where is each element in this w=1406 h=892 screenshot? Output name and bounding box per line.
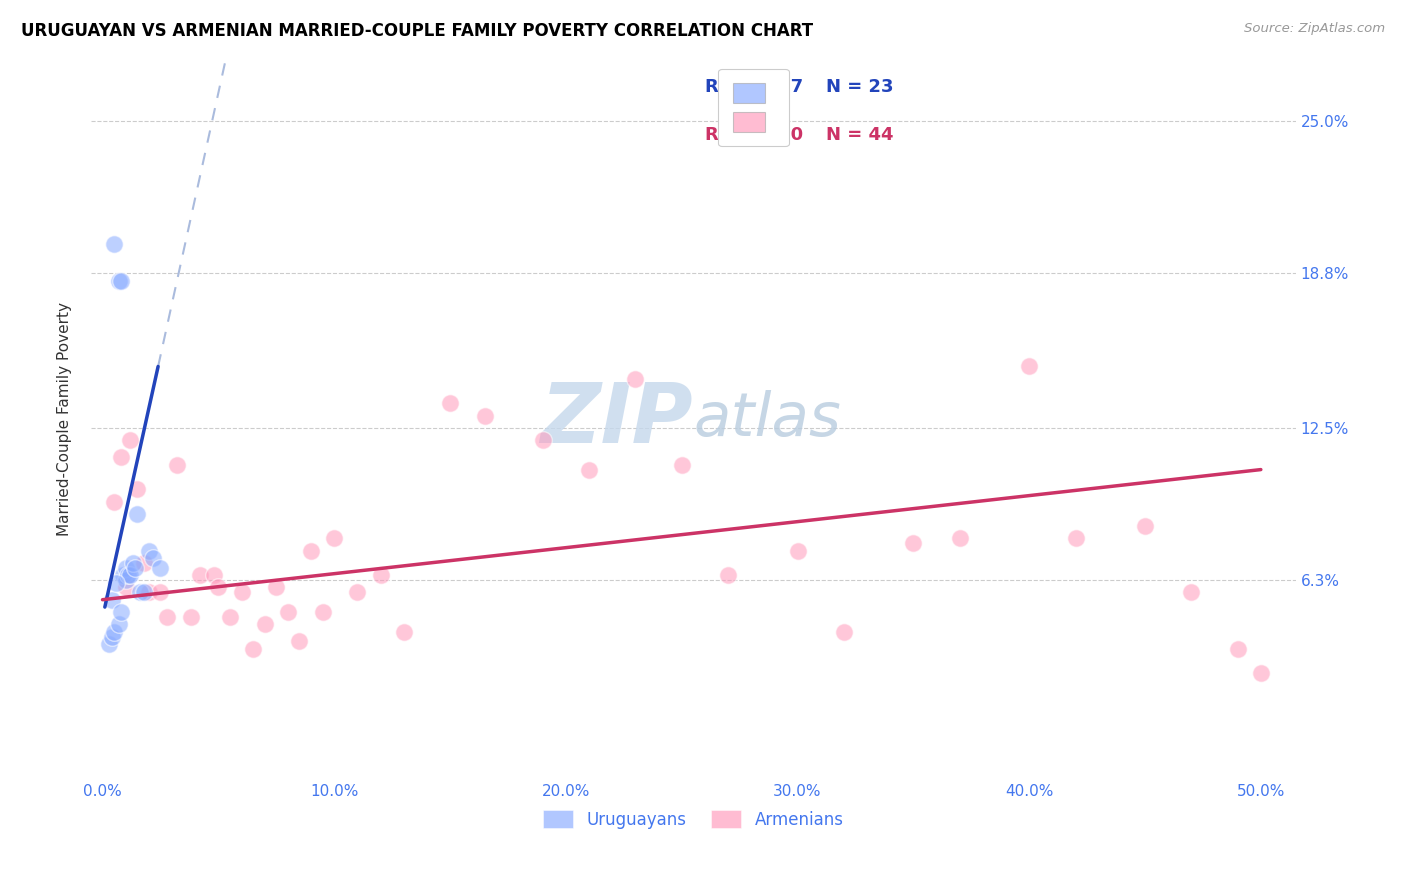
Point: [786, 543, 808, 558]
Point: [138, 543, 160, 558]
Point: [311, 605, 333, 619]
Point: [1018, 359, 1040, 374]
Point: [346, 585, 368, 599]
Point: [103, 236, 125, 251]
Point: [207, 581, 229, 595]
Text: R = 0.477: R = 0.477: [706, 78, 803, 95]
Point: [103, 624, 125, 639]
Point: [578, 462, 600, 476]
Point: [903, 536, 925, 550]
Point: [98, 637, 121, 651]
Point: [202, 568, 225, 582]
Point: [114, 561, 136, 575]
Point: [277, 605, 299, 619]
Point: [1250, 666, 1272, 681]
Text: N = 23: N = 23: [825, 78, 893, 95]
Point: [134, 556, 156, 570]
Point: [180, 610, 202, 624]
Point: [117, 568, 139, 582]
Point: [671, 458, 693, 472]
Text: Source: ZipAtlas.com: Source: ZipAtlas.com: [1244, 22, 1385, 36]
Point: [1133, 519, 1156, 533]
Point: [474, 409, 496, 423]
Point: [134, 585, 156, 599]
Point: [949, 532, 972, 546]
Point: [188, 568, 211, 582]
Point: [120, 433, 142, 447]
Point: [114, 581, 136, 595]
Text: R = 0.320: R = 0.320: [706, 126, 803, 144]
Legend: Uruguayans, Armenians: Uruguayans, Armenians: [536, 804, 851, 835]
Point: [1180, 585, 1202, 599]
Point: [103, 494, 125, 508]
Point: [107, 274, 129, 288]
Point: [242, 641, 264, 656]
Point: [219, 610, 242, 624]
Point: [231, 585, 253, 599]
Point: [717, 568, 740, 582]
Point: [832, 624, 855, 639]
Point: [1226, 641, 1249, 656]
Point: [439, 396, 461, 410]
Point: [114, 573, 136, 587]
Point: [121, 556, 143, 570]
Point: [128, 585, 150, 599]
Point: [624, 372, 647, 386]
Point: [288, 634, 311, 648]
Point: [101, 630, 124, 644]
Point: [531, 433, 554, 447]
Point: [392, 624, 415, 639]
Y-axis label: Married-Couple Family Poverty: Married-Couple Family Poverty: [58, 302, 72, 536]
Point: [142, 551, 165, 566]
Point: [112, 568, 135, 582]
Point: [127, 482, 149, 496]
Point: [149, 585, 172, 599]
Text: N = 44: N = 44: [825, 126, 893, 144]
Point: [1064, 532, 1087, 546]
Point: [156, 610, 179, 624]
Point: [370, 568, 392, 582]
Text: URUGUAYAN VS ARMENIAN MARRIED-COUPLE FAMILY POVERTY CORRELATION CHART: URUGUAYAN VS ARMENIAN MARRIED-COUPLE FAM…: [21, 22, 813, 40]
Point: [101, 592, 124, 607]
Point: [149, 561, 172, 575]
Point: [127, 507, 149, 521]
Point: [253, 617, 276, 632]
Point: [323, 532, 346, 546]
Point: [299, 543, 322, 558]
Point: [264, 581, 287, 595]
Point: [110, 605, 132, 619]
Point: [110, 450, 132, 465]
Text: ZIP: ZIP: [541, 379, 693, 459]
Point: [105, 575, 128, 590]
Point: [110, 274, 132, 288]
Point: [107, 617, 129, 632]
Point: [166, 458, 188, 472]
Point: [138, 585, 160, 599]
Point: [124, 561, 146, 575]
Text: atlas: atlas: [693, 390, 841, 449]
Point: [120, 568, 142, 582]
